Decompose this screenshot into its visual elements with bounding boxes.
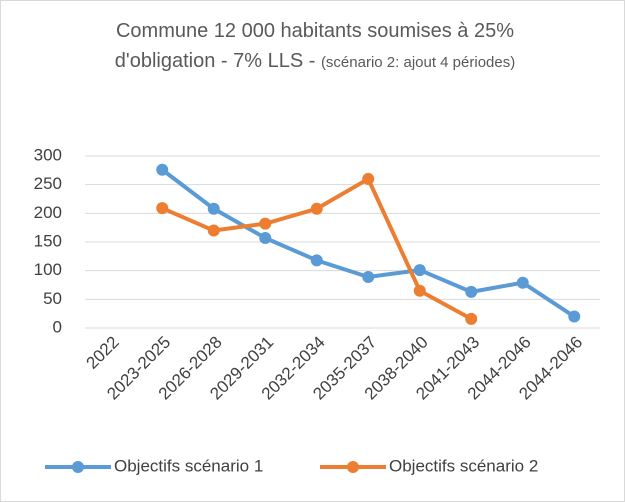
y-tick-label: 50	[43, 289, 62, 308]
data-point	[310, 254, 323, 267]
data-point	[413, 284, 426, 297]
y-tick-label: 150	[34, 231, 62, 250]
legend-label: Objectifs scénario 2	[389, 456, 538, 475]
y-tick-label: 0	[53, 317, 62, 336]
y-tick-label: 250	[34, 174, 62, 193]
data-point	[207, 202, 220, 215]
y-tick-label: 200	[34, 203, 62, 222]
data-point	[465, 312, 478, 325]
data-point	[156, 163, 169, 176]
data-point	[465, 285, 478, 298]
legend-marker	[347, 461, 359, 473]
y-tick-label: 300	[34, 145, 62, 164]
y-tick-label: 100	[34, 260, 62, 279]
chart-subtitle: (scénario 2: ajout 4 périodes)	[320, 54, 516, 71]
legend-marker	[72, 461, 84, 473]
data-point	[362, 270, 375, 283]
data-point	[413, 264, 426, 277]
data-point	[362, 172, 375, 185]
legend-label: Objectifs scénario 1	[114, 456, 263, 475]
data-point	[207, 224, 220, 237]
data-point	[568, 310, 581, 323]
data-point	[310, 202, 323, 215]
chart-title-block: Commune 12 000 habitants soumises à 25% …	[85, 16, 545, 78]
data-point	[259, 231, 272, 244]
chart-title: Commune 12 000 habitants soumises à 25% …	[114, 20, 514, 72]
data-point	[516, 276, 529, 289]
data-point	[156, 202, 169, 215]
data-point	[259, 217, 272, 230]
